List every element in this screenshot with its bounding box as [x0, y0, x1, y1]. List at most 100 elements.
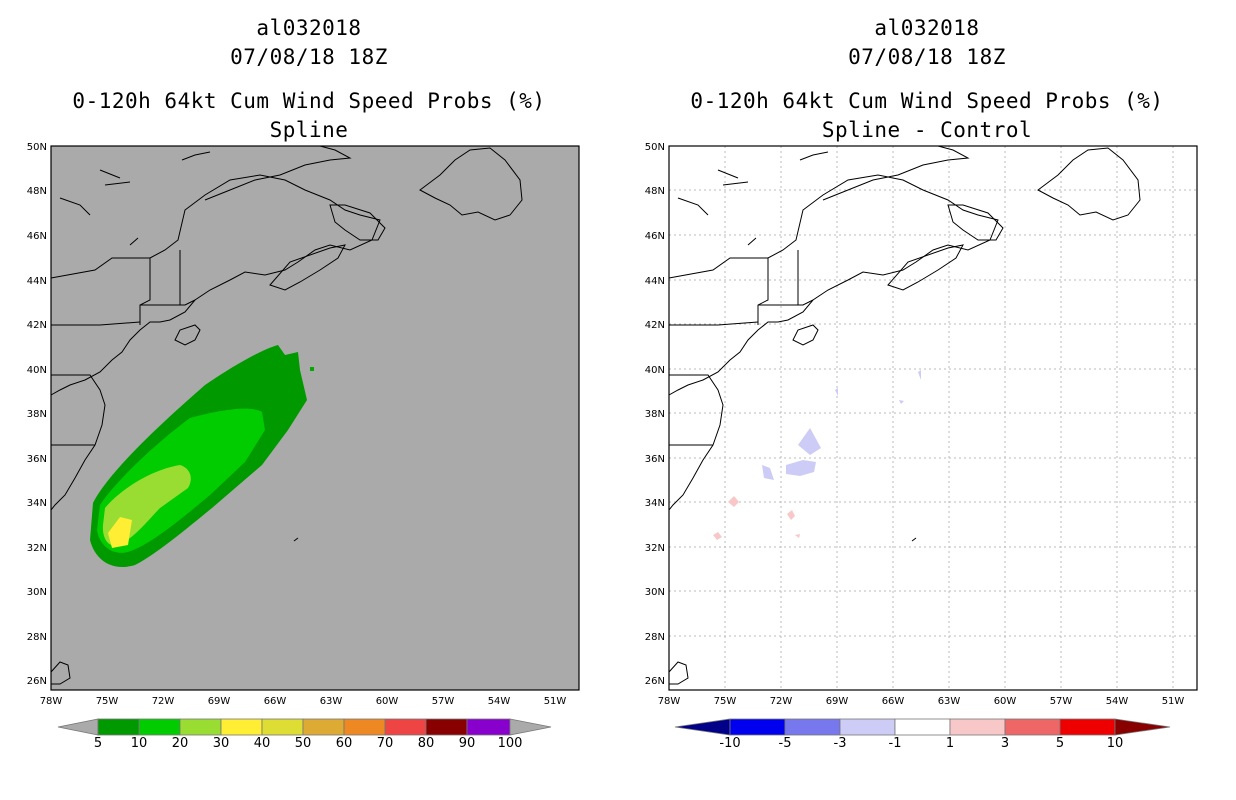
lat-label: 38N: [645, 409, 665, 420]
neg-diff-area: [786, 460, 816, 476]
lat-label: 40N: [27, 365, 47, 376]
colorbar-label: 10: [1106, 736, 1124, 751]
left-panel: al032018 07/08/18 18Z 0-120h 64kt Cum Wi…: [27, 16, 580, 751]
colorbar-swatch: [261, 718, 304, 736]
lat-label: 36N: [27, 454, 47, 465]
lat-label: 26N: [27, 676, 47, 687]
lon-label: 51W: [544, 696, 567, 707]
colorbar-swatch: [97, 718, 140, 736]
colorbar-label: -10: [719, 736, 741, 751]
lon-label: 69W: [208, 696, 231, 707]
lat-label: 28N: [27, 632, 47, 643]
lon-label: 63W: [938, 696, 961, 707]
datetime-title: 07/08/18 18Z: [848, 45, 1006, 69]
probability-swath: [90, 345, 314, 568]
lat-label: 42N: [645, 320, 665, 331]
lon-label: 69W: [826, 696, 849, 707]
colorbar-label: 100: [497, 736, 523, 751]
datetime-title: 07/08/18 18Z: [230, 45, 388, 69]
map-frame: [50, 145, 580, 691]
colorbar-label: 80: [417, 736, 435, 751]
neg-diff-area: [918, 370, 921, 380]
colorbar-swatch: [894, 718, 951, 736]
colorbar-swatch: [179, 718, 222, 736]
probability-map: 50N 48N 46N 44N 42N 40N 38N 36N 34N 32N …: [27, 142, 580, 736]
colorbar-label: -5: [778, 736, 792, 751]
lat-label: 38N: [27, 409, 47, 420]
right-panel: al032018 07/08/18 18Z 0-120h 64kt Cum Wi…: [618, 0, 1236, 800]
lat-label: 32N: [645, 543, 665, 554]
colorbar-swatch: [302, 718, 345, 736]
colorbar-label: 30: [212, 736, 230, 751]
lat-label: 50N: [27, 142, 47, 153]
colorbar-label: 5: [93, 736, 103, 751]
map-background: [51, 146, 579, 690]
lat-axis-labels: 50N 48N 46N 44N 42N 40N 38N 36N 34N 32N …: [27, 142, 47, 687]
lon-label: 54W: [488, 696, 511, 707]
coastlines: [50, 145, 523, 685]
storm-id-title: al032018: [874, 16, 980, 40]
lat-label: 26N: [645, 676, 665, 687]
pos-diff-area: [795, 534, 800, 538]
colorbar-label: 60: [335, 736, 353, 751]
isolated-prob-dot: [310, 367, 314, 371]
colorbar-label: 3: [1000, 736, 1010, 751]
lat-label: 46N: [27, 231, 47, 242]
colorbar-swatch: [466, 718, 511, 736]
colorbar-label: 40: [253, 736, 271, 751]
colorbar-swatch: [839, 718, 896, 736]
colorbar-high-arrow: [1114, 718, 1171, 736]
neg-diff-area: [899, 400, 904, 404]
lat-label: 34N: [645, 498, 665, 509]
product-title: 0-120h 64kt Cum Wind Speed Probs (%): [690, 89, 1164, 113]
lat-label: 50N: [645, 142, 665, 153]
difference-colorbar: [674, 718, 1171, 736]
pos-diff-area: [728, 496, 739, 507]
pos-diff-area: [713, 532, 722, 540]
map-frame: [668, 145, 1198, 691]
subtitle: Spline: [269, 118, 349, 142]
lon-label: 78W: [40, 696, 63, 707]
lon-axis-labels: 78W 75W 72W 69W 66W 63W 60W 57W 54W 51W: [658, 696, 1185, 707]
lat-label: 44N: [27, 276, 47, 287]
difference-areas: [713, 370, 921, 540]
colorbar-label: 50: [294, 736, 312, 751]
colorbar-swatch: [729, 718, 786, 736]
probability-colorbar: [57, 718, 552, 736]
lon-label: 66W: [882, 696, 905, 707]
lon-label: 66W: [264, 696, 287, 707]
lat-axis-labels: 50N 48N 46N 44N 42N 40N 38N 36N 34N 32N …: [645, 142, 665, 687]
colorbar-label: -1: [888, 736, 902, 751]
colorbar-swatch: [1059, 718, 1116, 736]
colorbar-label: -3: [833, 736, 847, 751]
lat-label: 42N: [27, 320, 47, 331]
lon-label: 54W: [1106, 696, 1129, 707]
difference-map: 50N 48N 46N 44N 42N 40N 38N 36N 34N 32N …: [645, 142, 1198, 736]
colorbar-low-arrow: [57, 718, 99, 736]
lat-label: 34N: [27, 498, 47, 509]
neg-diff-area: [762, 465, 774, 480]
prob-30-contour: [108, 517, 132, 548]
colorbar-label: 5: [1055, 736, 1065, 751]
neg-diff-area: [798, 428, 821, 455]
lon-label: 60W: [376, 696, 399, 707]
lat-label: 46N: [645, 231, 665, 242]
neg-diff-area: [835, 388, 838, 396]
colorbar-swatch: [138, 718, 181, 736]
lon-label: 57W: [1050, 696, 1073, 707]
colorbar-label: 1: [945, 736, 955, 751]
product-title: 0-120h 64kt Cum Wind Speed Probs (%): [72, 89, 546, 113]
coastlines: [668, 145, 1141, 685]
lat-label: 44N: [645, 276, 665, 287]
lon-label: 57W: [432, 696, 455, 707]
subtitle: Spline - Control: [821, 118, 1033, 142]
lat-label: 32N: [27, 543, 47, 554]
lon-label: 75W: [96, 696, 119, 707]
lon-axis-labels: 78W 75W 72W 69W 66W 63W 60W 57W 54W 51W: [40, 696, 567, 707]
colorbar-label: 10: [130, 736, 148, 751]
colorbar-label: 20: [171, 736, 189, 751]
colorbar-swatch: [220, 718, 263, 736]
lon-label: 72W: [770, 696, 793, 707]
storm-id-title: al032018: [256, 16, 362, 40]
lat-label: 30N: [645, 587, 665, 598]
